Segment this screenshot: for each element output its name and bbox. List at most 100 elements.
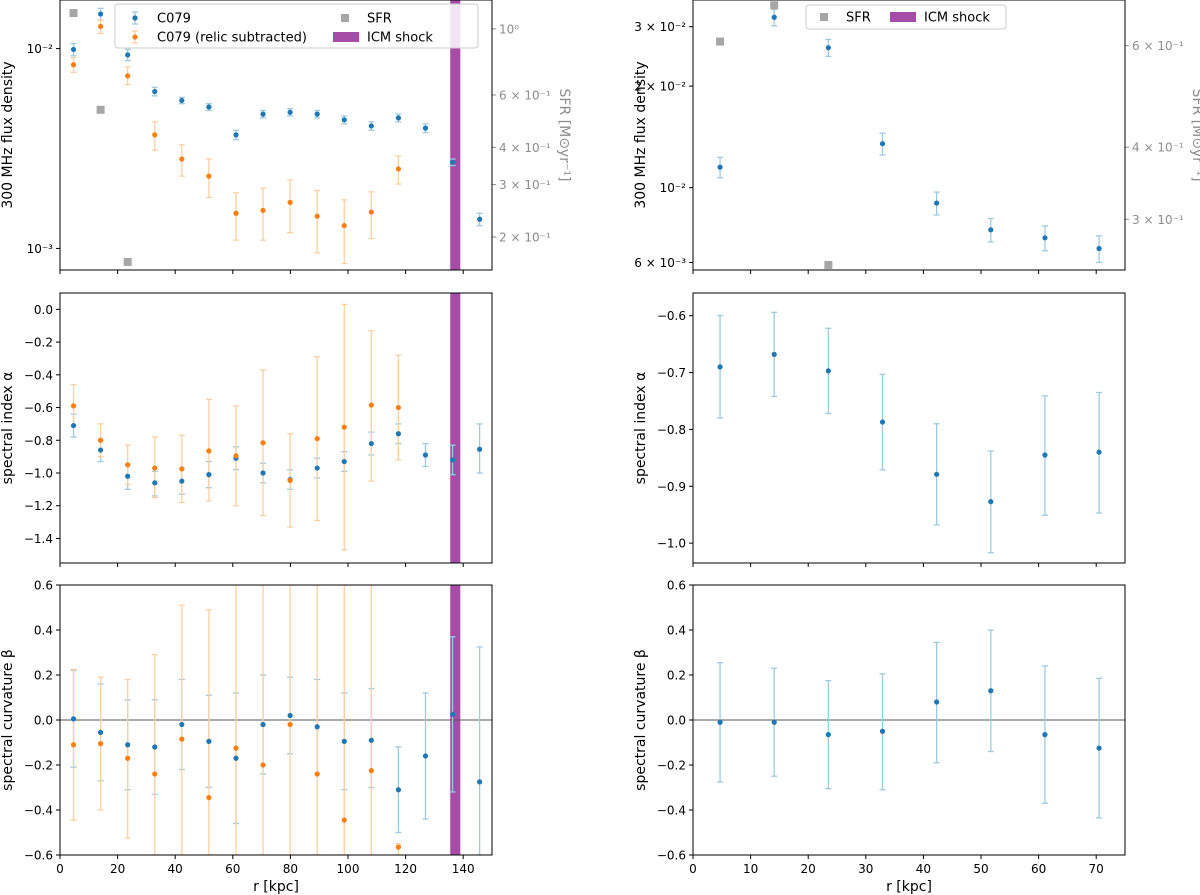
left-beta-y-tick-label: 0.6 — [34, 579, 53, 593]
right-beta-x-tick-label: 10 — [743, 862, 758, 876]
left-alpha-y-tick-label: −1.0 — [24, 467, 53, 481]
left-flux-c079-point — [152, 88, 158, 95]
right-beta-x-tick-label: 0 — [689, 862, 697, 876]
left-flux-relic-point — [395, 166, 401, 172]
left-flux-frame — [59, 0, 493, 271]
left-flux-y2-tick-label: 4 × 10⁻¹ — [499, 141, 551, 155]
left-alpha-y-tick-label: −1.4 — [24, 532, 53, 546]
legend-label-c079: C079 — [157, 12, 191, 27]
right-beta-x-tick-label: 50 — [973, 862, 988, 876]
right-alpha-panel: −0.6 −0.7 −0.8 −0.9 −1.0 spectral index α — [633, 292, 1126, 567]
left-flux-y2-tick-label: 3 × 10⁻¹ — [499, 178, 551, 192]
left-beta-relic-point — [152, 771, 158, 777]
left-beta-c079-point — [314, 724, 320, 730]
left-flux-c079-point — [179, 97, 185, 104]
left-beta-relic-point — [98, 741, 104, 747]
right-alpha-c079-point — [1042, 452, 1048, 458]
right-alpha-c079-point — [771, 351, 777, 357]
left-alpha-relic-point — [233, 453, 239, 459]
left-flux-y2-tick-label: 10⁰ — [499, 22, 519, 36]
left-alpha-relic-point — [125, 462, 131, 468]
left-alpha-relic-point — [152, 465, 158, 471]
left-beta-c079-point — [70, 716, 77, 722]
right-beta-panel: 0.6 0.4 0.2 0.0 −0.2 −0.4 −0.60 10 20 30 40 50 60 70 r… — [633, 579, 1126, 895]
right-flux-panel: 6 × 10⁻¹ 4 × 10⁻¹ 3 × 10⁻¹ SFR [M⊙yr⁻¹] 3 × … — [633, 0, 1200, 274]
right-beta-c079-point — [879, 728, 886, 734]
legend-label-shock: ICM shock — [367, 31, 433, 46]
right-flux-c079-point — [934, 200, 940, 206]
left-beta-c079-point — [260, 721, 266, 728]
left-beta-x-tick-label: 40 — [168, 862, 183, 876]
left-beta-y-tick-label: 0.2 — [34, 669, 53, 683]
left-alpha-y-tick-label: −0.6 — [24, 401, 53, 415]
right-beta-c079-point — [1042, 732, 1048, 738]
left-alpha-c079-point — [341, 458, 347, 465]
left-flux-relic-point — [368, 209, 374, 215]
left-alpha-relic-point — [70, 403, 77, 409]
left-beta-x-tick-label: 80 — [283, 862, 298, 876]
left-alpha-c079-point — [206, 472, 212, 478]
right-flux-c079-point — [771, 14, 777, 20]
left-beta-x-tick-label: 100 — [337, 862, 360, 876]
left-alpha-y-tick-label: −0.4 — [24, 368, 53, 382]
left-flux-relic-point — [70, 62, 77, 68]
left-alpha-relic-errorbars — [70, 303, 402, 551]
left-flux-relic-point — [125, 73, 131, 79]
right-beta-y-tick-label: 0.2 — [667, 669, 686, 683]
left-beta-x-tick-label: 20 — [110, 862, 125, 876]
left-alpha-c079-point — [422, 452, 429, 458]
left-flux-c079-point — [341, 117, 347, 123]
left-beta-panel: 0.6 0.4 0.2 0.0 −0.2 −0.4 −0.60 20 40 60 80 100 120 1… — [0, 579, 493, 895]
left-alpha-c079-point — [314, 465, 320, 471]
left-beta-c079-errorbars — [70, 636, 483, 855]
right-flux-legend: SFR ICM shock — [805, 4, 1007, 30]
right-beta-y-tick-label: −0.6 — [657, 849, 686, 863]
left-beta-y-tick-label: −0.2 — [24, 759, 53, 773]
left-flux-relic-point — [179, 156, 185, 162]
right-alpha-y-tick-label: −0.7 — [657, 366, 686, 380]
left-beta-c079-point — [152, 744, 158, 750]
left-beta-x-tick-label: 120 — [394, 862, 417, 876]
left-alpha-c079-point — [98, 447, 104, 453]
right-flux-c079-point — [1042, 235, 1048, 241]
left-alpha-y-tick-label: −0.8 — [24, 434, 53, 448]
legend-label-sfr: SFR — [846, 11, 871, 26]
right-flux-frame — [692, 0, 1126, 271]
right-beta-y-tick-label: 0.4 — [667, 624, 686, 638]
right-flux-y-tick-label: 2 × 10⁻² — [634, 80, 686, 94]
right-alpha-c079-point — [825, 368, 831, 374]
left-flux-legend: C079 C079 (relic subtracted) SFR ICM shock — [114, 3, 479, 49]
left-beta-y-tick-label: −0.4 — [24, 804, 53, 818]
left-flux-c079-point — [477, 216, 483, 222]
left-flux-y2-tick-label: 6 × 10⁻¹ — [499, 88, 551, 102]
right-flux-c079-point — [1096, 245, 1102, 252]
left-flux-panel: 10⁰ 6 × 10⁻¹ 4 × 10⁻¹ 3 × 10⁻¹ 2 × 10⁻¹ SFR [… — [0, 0, 572, 274]
left-flux-sfr-marker — [123, 257, 132, 266]
right-beta-c079-point — [771, 719, 777, 725]
left-alpha-relic-point — [98, 437, 104, 443]
left-beta-relic-point — [287, 721, 293, 728]
left-beta-relic-point — [70, 742, 77, 748]
right-flux-sfr-marker — [770, 1, 779, 10]
right-flux-c079-point — [879, 141, 886, 147]
left-flux-c079-point — [287, 109, 293, 115]
right-flux-y-label: 300 MHz flux density — [633, 61, 649, 208]
left-alpha-relic-point — [395, 404, 401, 411]
left-beta-c079-point — [477, 779, 483, 785]
left-alpha-c079-point — [260, 470, 266, 476]
left-beta-y-label: spectral curvature β — [0, 649, 16, 791]
left-flux-c079-point — [449, 159, 456, 165]
legend-box — [114, 3, 479, 49]
right-alpha-c079-point — [988, 499, 994, 505]
left-alpha-frame — [59, 292, 493, 564]
left-beta-y-tick-label: 0.0 — [34, 714, 53, 728]
left-alpha-panel: 0.0 −0.2 −0.4 −0.6 −0.8 −1.0 −1.2 −1.4 spectral … — [0, 292, 493, 567]
left-flux-c079-point — [314, 111, 320, 117]
left-alpha-relic-point — [206, 448, 212, 454]
right-flux-y2-tick-label: 3 × 10⁻¹ — [1132, 213, 1184, 227]
right-alpha-c079-point — [879, 419, 886, 425]
left-flux-c079-point — [98, 11, 104, 17]
right-beta-c079-point — [825, 732, 831, 738]
left-alpha-c079-point — [368, 440, 374, 447]
left-beta-relic-point — [233, 745, 239, 751]
